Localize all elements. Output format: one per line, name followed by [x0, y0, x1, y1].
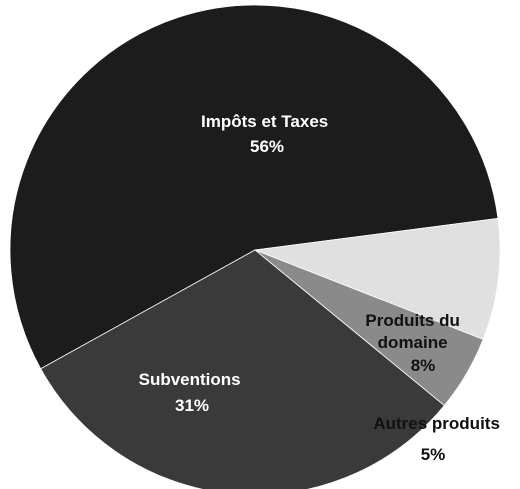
label-impots-et-taxes-name: Impôts et Taxes [201, 112, 328, 131]
label-autres-produits-name: Autres produits [373, 414, 500, 433]
pie-slices [9, 4, 501, 489]
label-subventions-value: 31% [175, 396, 209, 415]
label-subventions: Subventions 31% [139, 370, 246, 415]
label-autres-produits: Autres produits 5% [373, 414, 504, 464]
label-produits-du-domaine-name-1: Produits du [365, 311, 459, 330]
label-subventions-name: Subventions [139, 370, 241, 389]
label-autres-produits-value: 5% [421, 445, 446, 464]
slice-produits-du-domaine [254, 218, 501, 340]
label-impots-et-taxes: Impôts et Taxes 56% [201, 112, 333, 156]
label-produits-du-domaine: Produits du domaine 8% [365, 311, 464, 375]
pie-labels: Impôts et Taxes 56% Produits du domaine … [139, 112, 504, 464]
label-produits-du-domaine-value: 8% [411, 356, 436, 375]
label-produits-du-domaine-name-2: domaine [378, 333, 448, 352]
label-impots-et-taxes-value: 56% [250, 137, 284, 156]
slice-impots-et-taxes [9, 4, 499, 370]
slice-subventions [40, 249, 445, 489]
